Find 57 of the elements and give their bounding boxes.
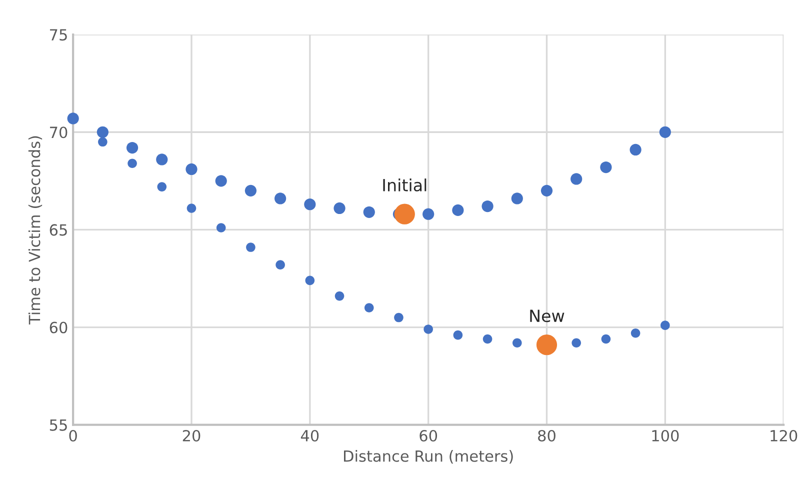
point: [482, 200, 494, 212]
point: [540, 184, 553, 196]
point: [660, 320, 670, 330]
point: [334, 291, 344, 301]
point: [186, 204, 196, 213]
y-tick-label: 60: [50, 322, 68, 334]
y-tick-label: 55: [50, 420, 67, 431]
point: [482, 334, 492, 344]
point: [305, 276, 315, 286]
point: [572, 338, 582, 348]
point: [126, 142, 138, 154]
point: [512, 338, 522, 348]
point: [452, 204, 464, 216]
point: [274, 192, 286, 204]
x-tick-label: 120: [770, 430, 798, 442]
x-tick-label: 60: [420, 430, 438, 442]
point: [334, 202, 346, 214]
point: [630, 328, 640, 338]
point: [364, 303, 374, 312]
x-tick-label: 40: [300, 430, 319, 442]
point: [394, 312, 404, 322]
point: [511, 192, 523, 204]
point: [453, 330, 463, 340]
point: [601, 334, 611, 344]
point: [246, 242, 256, 252]
x-tick-label: 20: [182, 430, 200, 442]
point: [244, 184, 257, 196]
point: [96, 126, 108, 138]
point: [215, 175, 227, 187]
annotation: New: [530, 310, 564, 322]
x-axis-title: Distance Run (meters): [344, 450, 513, 464]
point: [276, 260, 285, 270]
point: [394, 204, 415, 224]
y-tick-label: 70: [50, 126, 68, 138]
point: [659, 126, 671, 138]
point: [157, 182, 167, 192]
point: [424, 324, 433, 334]
point: [304, 198, 316, 210]
annotation: Initial: [383, 178, 426, 192]
point: [128, 158, 137, 168]
point: [600, 161, 612, 174]
point: [570, 173, 582, 185]
point: [67, 112, 79, 124]
x-tick-label: 80: [538, 430, 556, 442]
point: [156, 154, 168, 166]
point: [186, 163, 198, 176]
point: [536, 334, 558, 356]
point: [216, 223, 226, 232]
point: [422, 208, 434, 220]
y-tick-label: 65: [50, 224, 67, 236]
x-tick-label: 100: [652, 430, 679, 442]
y-tick-label: 75: [50, 29, 67, 41]
x-tick-label: 0: [69, 430, 77, 442]
point: [630, 144, 642, 156]
y-axis-title: Time to Victim (seconds): [28, 136, 42, 325]
point: [98, 137, 108, 147]
point: [363, 206, 375, 218]
